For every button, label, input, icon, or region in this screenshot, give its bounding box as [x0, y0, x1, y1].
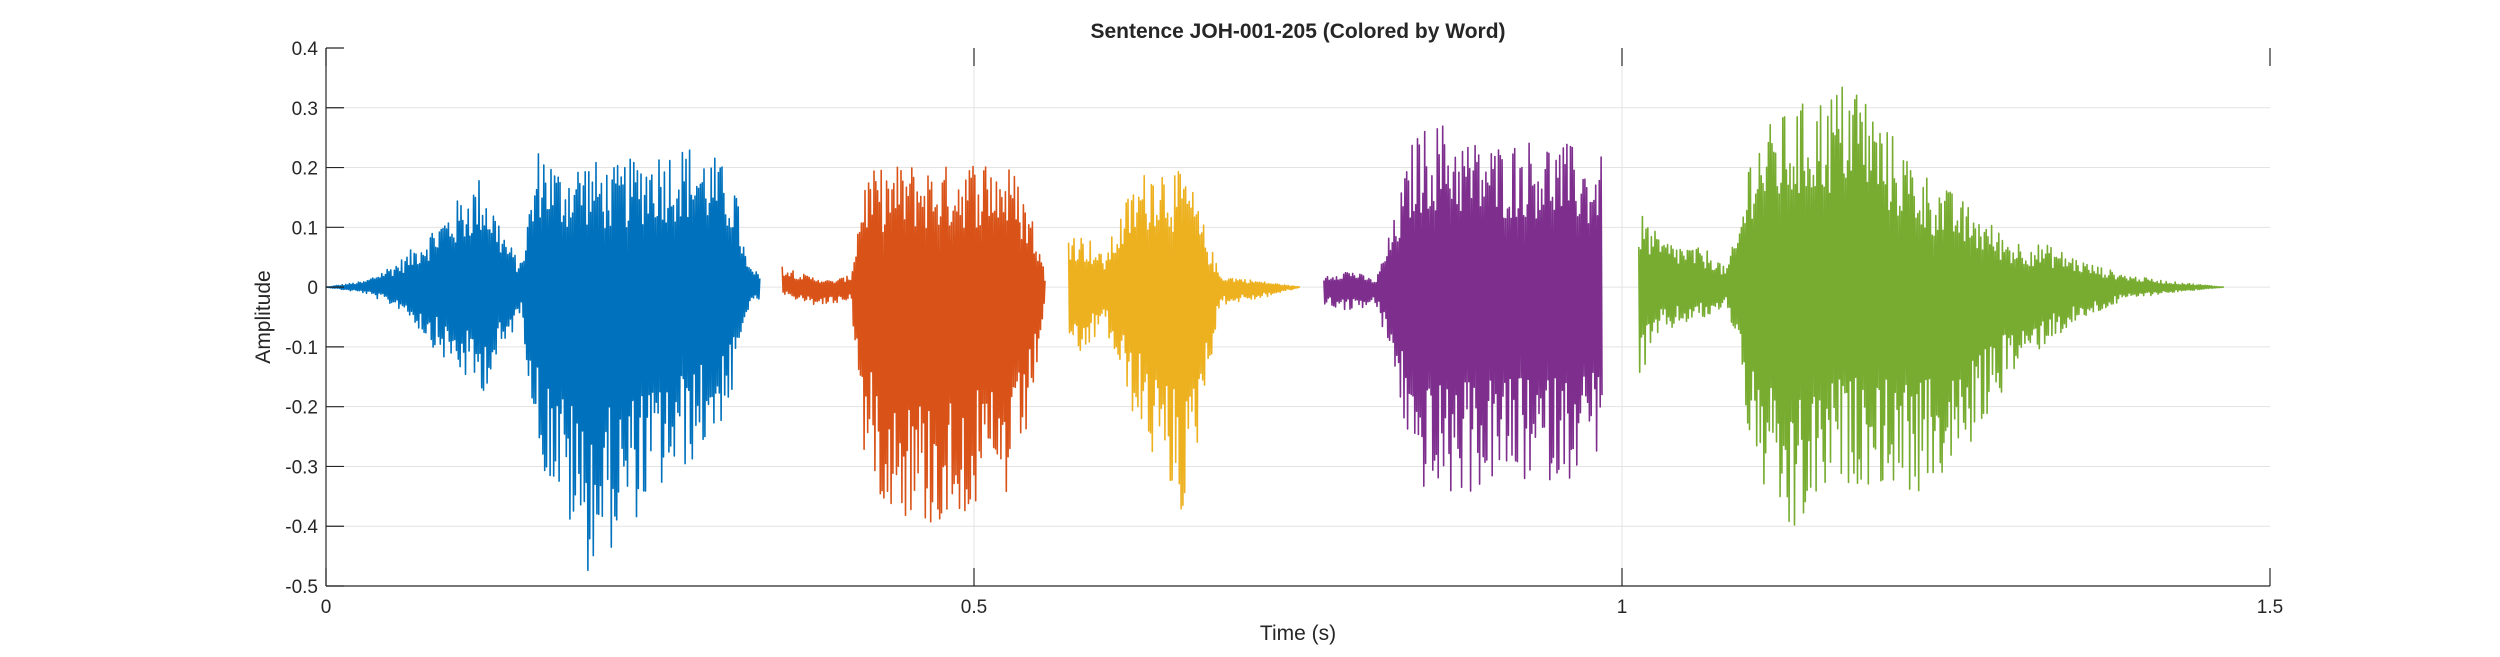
x-tick-label: 0: [321, 597, 332, 618]
waveform-segment-1: [325, 149, 761, 571]
y-axis-label: Amplitude: [252, 270, 275, 363]
y-tick-label: 0.4: [292, 39, 319, 60]
y-tick-label: -0.1: [285, 338, 318, 359]
y-tick-label: 0.3: [292, 99, 318, 120]
y-tick-label: 0.1: [292, 218, 318, 239]
y-tick-label: 0.2: [292, 159, 318, 180]
waveform-segment-4: [1323, 125, 1603, 492]
waveform-segment-2: [781, 165, 1046, 523]
chart-title: Sentence JOH-001-205 (Colored by Word): [1090, 20, 1505, 43]
x-tick-label: 1: [1617, 597, 1628, 618]
y-tick-label: -0.5: [285, 577, 318, 598]
y-tick-label: -0.2: [285, 398, 318, 419]
x-tick-label: 0.5: [961, 597, 987, 618]
x-tick-label: 1.5: [2257, 597, 2283, 618]
waveform-segment-3: [1067, 170, 1301, 510]
x-axis-label: Time (s): [1260, 622, 1336, 645]
axes: 0 0.5 1 1.5 -0.5 -0.4 -0.3 -0.2 -0.1 0 0.1 0.2 0.3 0.…: [285, 39, 2283, 618]
y-tick-label: 0: [307, 278, 318, 299]
waveform-series: [325, 86, 2224, 571]
y-tick-label: -0.3: [285, 457, 318, 478]
waveform-segment-5: [1638, 86, 2224, 526]
y-tick-label: -0.4: [285, 517, 318, 538]
